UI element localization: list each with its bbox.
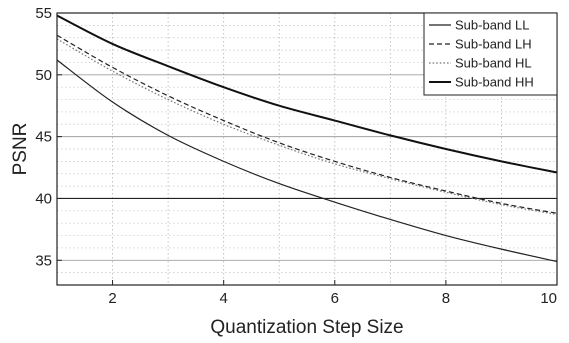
- plot-frame: [56, 12, 558, 286]
- y-tick-label: 45: [35, 129, 52, 146]
- series-line-4: [56, 14, 558, 174]
- x-tick-label: 8: [442, 290, 450, 307]
- x-tick-label: 4: [219, 290, 227, 307]
- legend-label: Sub-band LL: [455, 18, 529, 33]
- x-tick-label: 6: [331, 290, 339, 307]
- legend-label: Sub-band HH: [455, 75, 534, 90]
- legend-label: Sub-band LH: [455, 37, 532, 52]
- x-tick-label: 10: [540, 290, 557, 307]
- y-axis-title: PSNR: [10, 123, 31, 176]
- axis-ticks: 2 4 6 8 10 35 40 45 50 55: [35, 5, 558, 307]
- series-lines: [56, 14, 558, 263]
- y-tick-label: 35: [35, 252, 52, 269]
- x-tick-label: 2: [108, 290, 116, 307]
- y-tick-label: 55: [35, 5, 52, 22]
- legend: Sub-band LL Sub-band LH Sub-band HL Sub-ban…: [423, 12, 558, 96]
- series-line-1: [56, 59, 558, 263]
- y-tick-label: 40: [35, 190, 52, 207]
- y-tick-label: 50: [35, 67, 52, 84]
- series-line-2: [56, 34, 558, 214]
- legend-label: Sub-band HL: [455, 56, 532, 71]
- series-line-3: [56, 38, 558, 216]
- x-axis-title: Quantization Step Size: [210, 317, 403, 338]
